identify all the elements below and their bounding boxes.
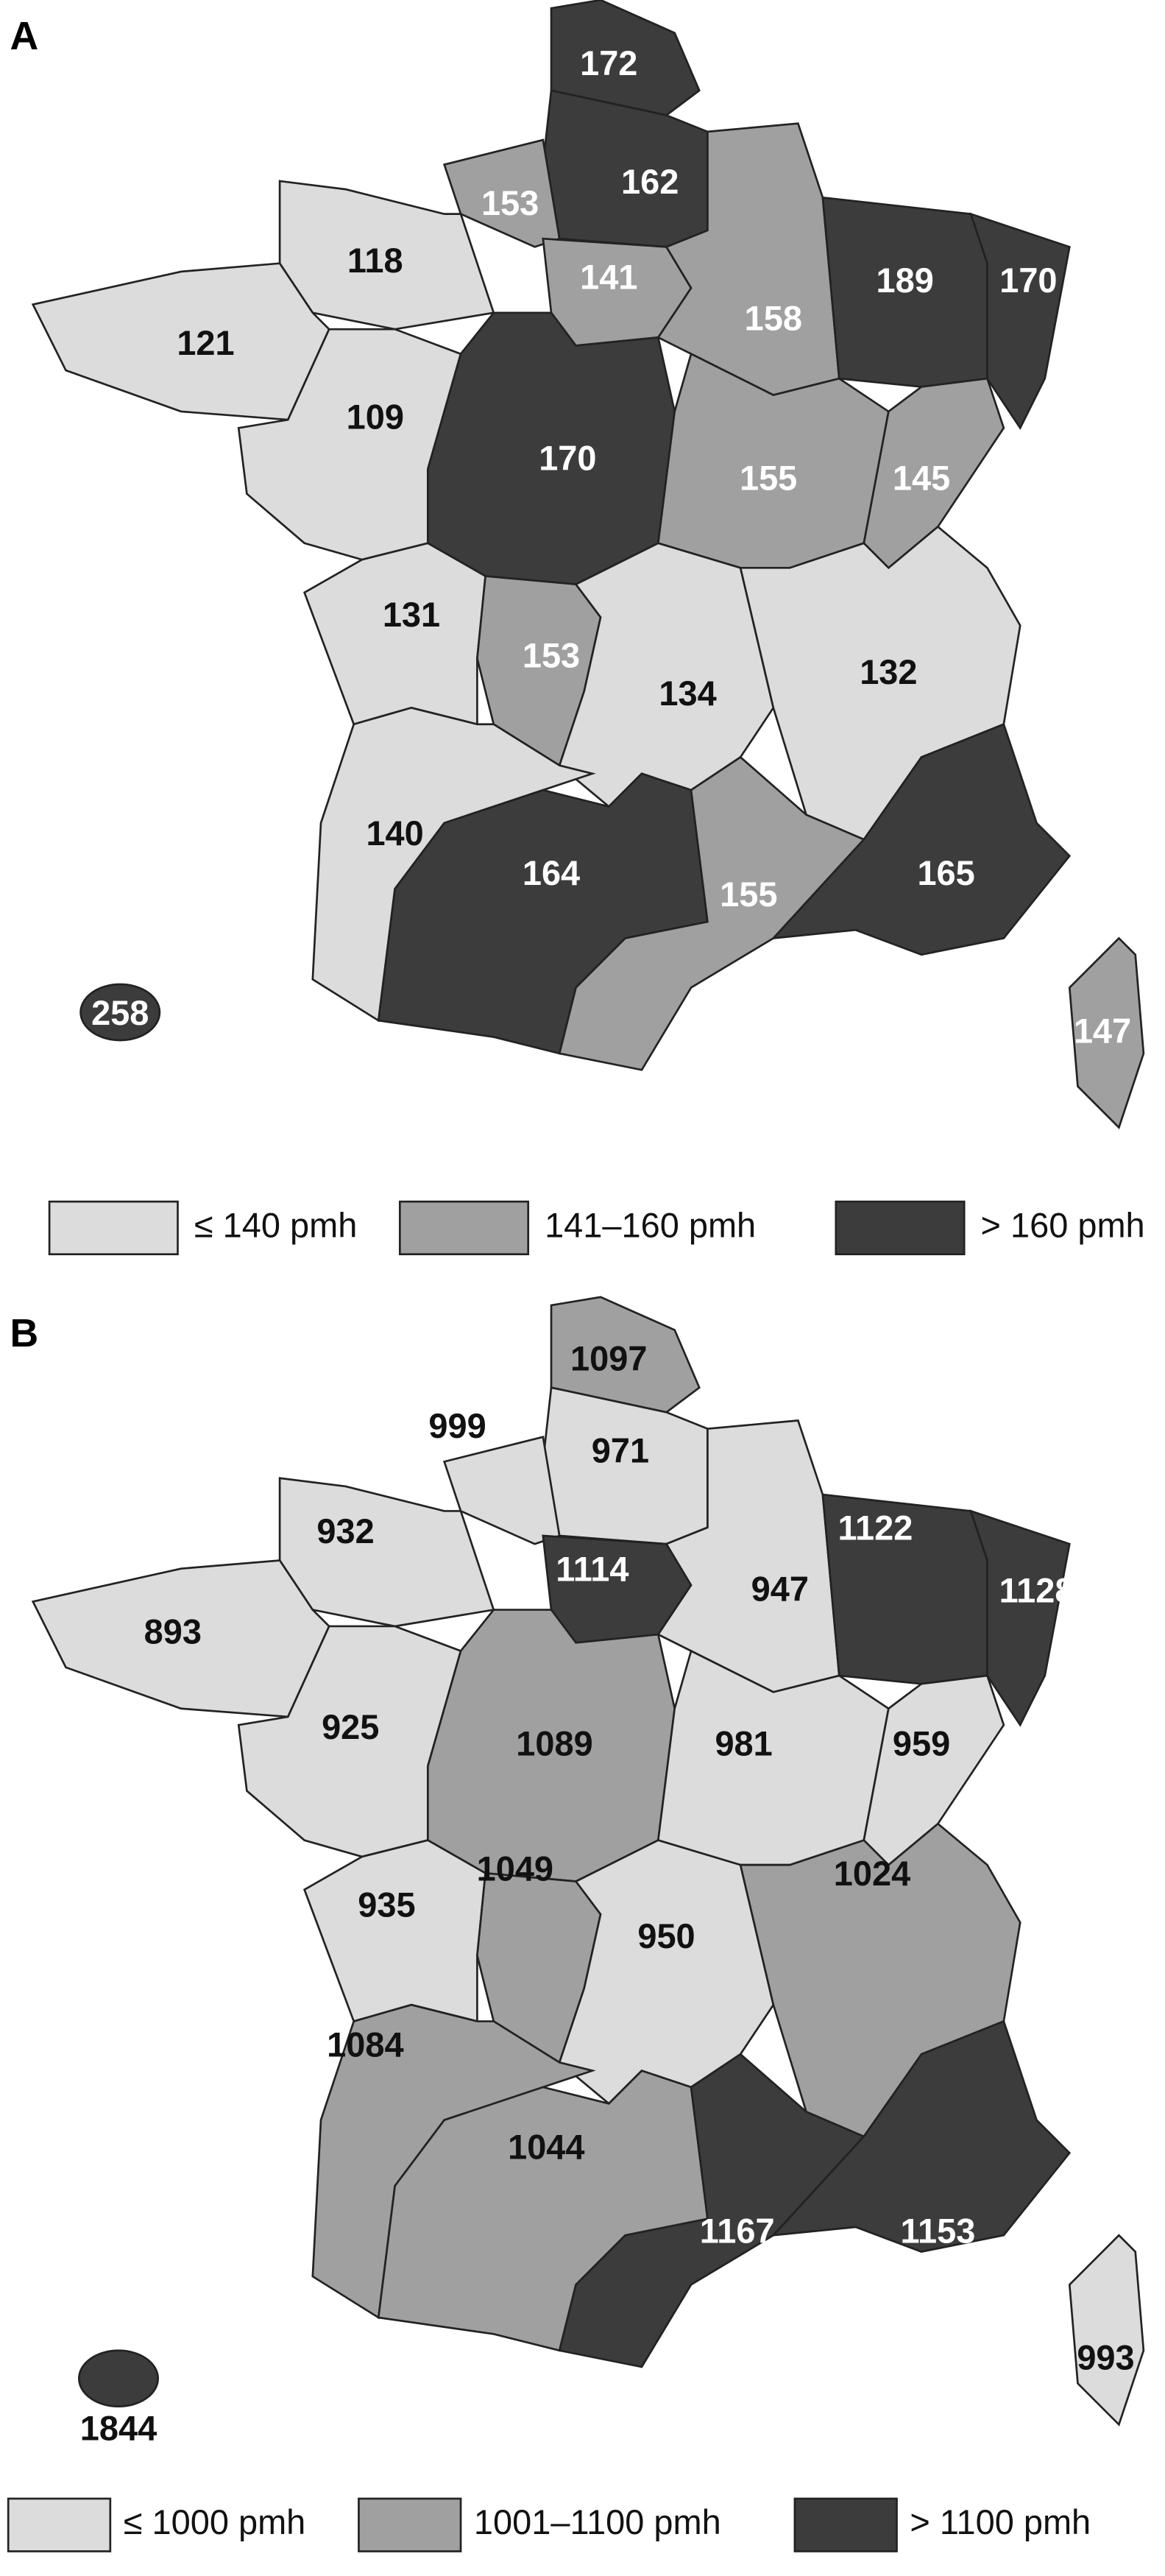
region-value: 932 (316, 1511, 374, 1550)
region (558, 755, 866, 1071)
region-value: 1097 (570, 1338, 647, 1377)
region-value: 134 (659, 674, 716, 713)
legend-label: 1001–1100 pmh (474, 2502, 721, 2541)
region-value: 1128 (999, 1571, 1074, 1610)
region-value: 155 (720, 875, 777, 914)
legend-swatch (7, 2497, 112, 2552)
region-value: 170 (999, 261, 1057, 300)
region-value: 1044 (508, 2127, 584, 2166)
region-value: 947 (751, 1569, 809, 1608)
region-value: 155 (740, 458, 797, 497)
legend-label: > 160 pmh (981, 1205, 1145, 1244)
region (1068, 936, 1145, 1129)
region-value: 131 (383, 595, 440, 634)
region-value: 950 (637, 1916, 695, 1955)
region (558, 2053, 866, 2368)
legend-label: ≤ 1000 pmh (124, 2502, 306, 2541)
legend-swatch (835, 1200, 966, 1256)
region-value: 165 (917, 853, 974, 892)
region-value: 132 (860, 652, 917, 691)
region-value: 153 (481, 183, 539, 222)
region-value: 172 (580, 43, 637, 82)
region-value: 1167 (700, 2211, 775, 2250)
legend-swatch (793, 2497, 898, 2552)
region-value: 1153 (901, 2211, 976, 2250)
region (771, 2019, 1072, 2253)
region-value: 959 (893, 1724, 950, 1763)
region (79, 983, 161, 1042)
region-value: 925 (322, 1707, 379, 1746)
legend-swatch (358, 2497, 462, 2552)
region (969, 1509, 1071, 1727)
region-value: 993 (1077, 2338, 1134, 2377)
legend-swatch (398, 1200, 530, 1256)
region-value: 170 (539, 438, 596, 477)
map-panel: B 1097 971 999 932 1114 947 1122 1128 893 925 1089 9… (7, 1296, 1145, 2552)
region-value: 141 (580, 257, 637, 296)
region-value: 971 (592, 1431, 649, 1470)
region-value: 1844 (80, 2409, 157, 2448)
region-value: 893 (144, 1612, 202, 1651)
legend-label: ≤ 140 pmh (194, 1205, 357, 1244)
region-value: 164 (523, 853, 580, 892)
region-value: 162 (621, 162, 679, 201)
region (771, 722, 1072, 956)
region-value: 1114 (556, 1550, 628, 1589)
region-value: 999 (428, 1406, 486, 1445)
region-value: 1024 (834, 1854, 910, 1893)
region (302, 1839, 487, 2023)
region-value: 1122 (838, 1508, 913, 1548)
region-value: 118 (347, 241, 403, 280)
region-value: 147 (1074, 1011, 1131, 1050)
region-value: 145 (893, 458, 950, 497)
map-panel: A 172 162 153 118 141 158 189 170 121 109 170 155 145… (10, 0, 1145, 1256)
panel-label: B (10, 1311, 38, 1355)
region-value: 121 (177, 323, 234, 362)
region-value: 258 (91, 993, 149, 1032)
region-value: 189 (877, 261, 934, 300)
region-value: 935 (358, 1885, 415, 1924)
region-value: 1089 (516, 1724, 592, 1763)
region (969, 212, 1071, 430)
region-value: 153 (523, 636, 580, 675)
region-value: 158 (745, 298, 802, 337)
region (78, 2349, 160, 2408)
region (1068, 2234, 1145, 2427)
legend-label: 141–160 pmh (545, 1205, 756, 1244)
region-value: 1084 (327, 2025, 403, 2064)
region-value: 1049 (477, 1849, 553, 1888)
region-value: 140 (366, 814, 423, 853)
region-value: 109 (347, 398, 404, 437)
region-value: 981 (715, 1724, 772, 1763)
panel-label: A (10, 14, 38, 58)
legend-label: > 1100 pmh (910, 2502, 1091, 2541)
legend-swatch (48, 1200, 179, 1256)
